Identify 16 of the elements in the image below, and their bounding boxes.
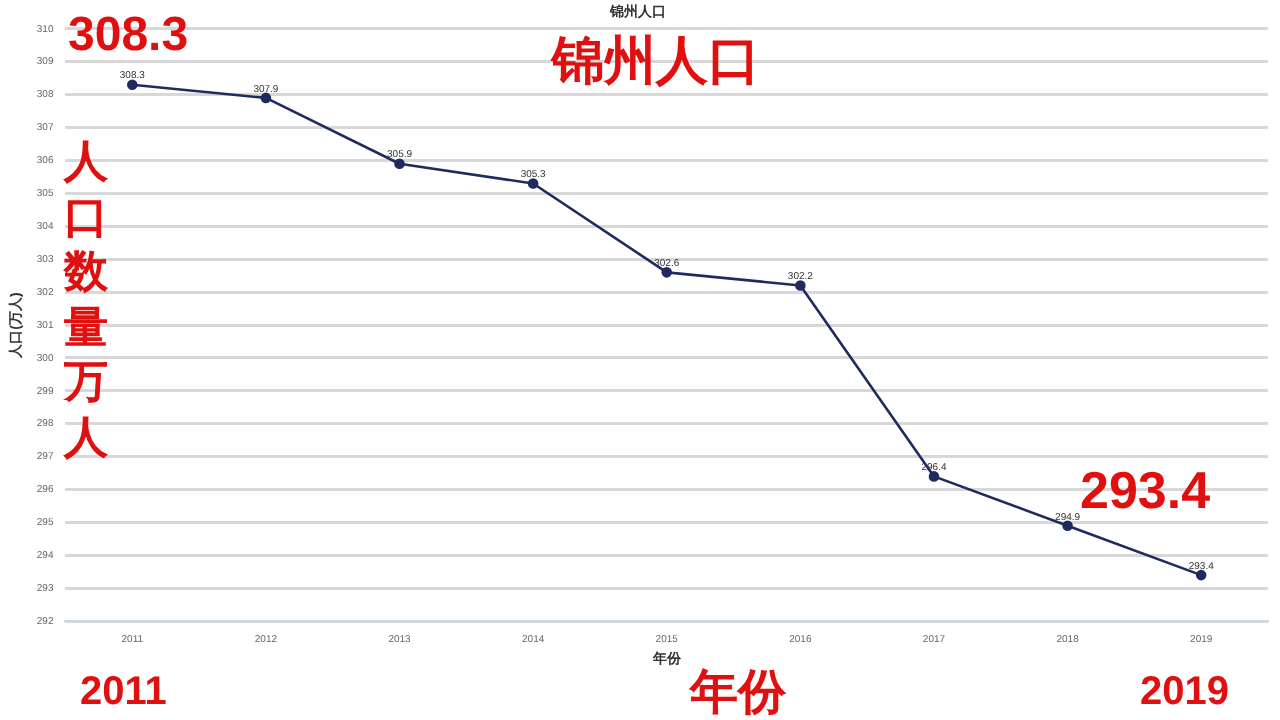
annotation: 锦州人口 — [552, 32, 760, 92]
text: 年份 — [690, 662, 786, 720]
annotation: 人口数量万人 — [64, 136, 108, 467]
text: 2019 — [1140, 670, 1229, 714]
text: 2011 — [80, 670, 167, 714]
point — [394, 158, 405, 170]
annotation: 293.4 — [1080, 460, 1211, 520]
point — [795, 280, 806, 291]
annotation: 308.3 — [68, 8, 189, 62]
point — [1062, 520, 1073, 532]
point — [260, 92, 272, 104]
point — [928, 471, 940, 482]
point — [661, 267, 673, 278]
point — [1195, 569, 1207, 581]
point — [527, 178, 539, 189]
point — [126, 79, 138, 91]
